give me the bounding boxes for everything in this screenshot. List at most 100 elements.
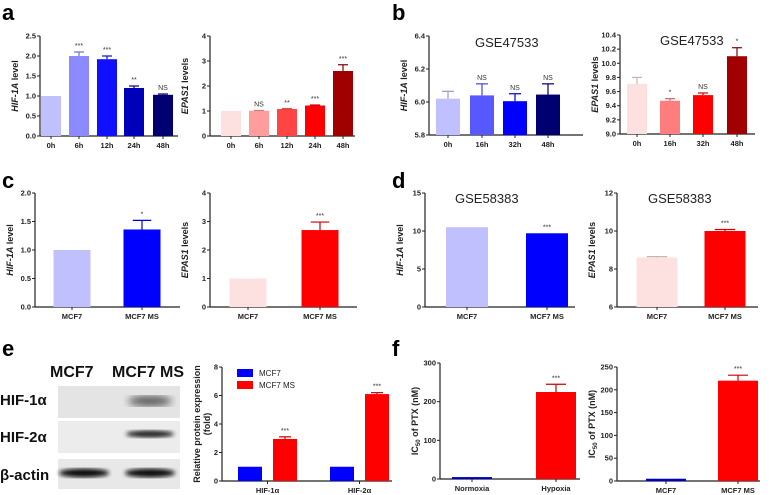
y-tick-label: 15 — [413, 189, 421, 198]
bar — [526, 233, 568, 307]
chart-d2: 6 8 10 12 EPAS1 levels GSE58383 MCF7 *** MCF7 MS — [587, 189, 758, 321]
bar — [718, 380, 758, 481]
significance-label: *** — [373, 384, 381, 391]
y-label-part: of PTX (nM) — [410, 387, 420, 440]
x-tick-label: 0h — [633, 139, 642, 148]
significance-label: *** — [339, 56, 347, 63]
x-tick-label: 32h — [697, 139, 710, 148]
chart-c1: 0.0 0.5 1.0 1.5 2.0 HIF-1A level MCF7 * MCF7 MS — [5, 189, 180, 321]
bar — [277, 109, 297, 136]
legend-label: MCF7 — [259, 369, 281, 378]
y-label-part: HIF-1A — [399, 82, 409, 111]
y-axis-label: HIF-1A level — [10, 60, 20, 112]
y-tick-label: 9.0 — [606, 130, 616, 139]
y-axis-label: EPAS1 levels — [180, 222, 190, 278]
y-axis-label: HIF-1A level — [5, 224, 15, 276]
x-tick-label: 48h — [731, 139, 744, 148]
y-label-part: level — [399, 60, 409, 83]
y-tick-label: 6 — [214, 391, 218, 400]
x-tick-label: 16h — [476, 140, 489, 149]
chart-title: GSE47533 — [660, 33, 724, 48]
bar — [660, 100, 680, 134]
y-tick-label: 100 — [423, 436, 436, 445]
chart-title: GSE58383 — [455, 191, 519, 206]
y-axis-label: IC50 of PTX (nM) — [410, 387, 422, 455]
y-label-part: EPAS1 — [590, 84, 600, 113]
x-tick-label: 0h — [444, 140, 453, 149]
x-tick-label: 48h — [337, 141, 350, 150]
y-tick-label: 9.2 — [606, 115, 616, 124]
y-tick-label: 10 — [413, 227, 421, 236]
x-tick-label: MCF7 MS — [708, 312, 742, 321]
y-tick-label: 6.0 — [415, 98, 425, 107]
bar — [97, 59, 117, 137]
x-tick-label: 12h — [281, 141, 294, 150]
x-tick-label: Hypoxia — [541, 484, 571, 493]
significance-label: * — [141, 211, 144, 218]
chart-b1: 5.8 6.0 6.2 6.4 HIF-1A level GSE47533 0h NS 16h N… — [399, 32, 583, 149]
y-tick-label: 1.0 — [26, 92, 36, 101]
y-tick-label: 9.4 — [606, 101, 617, 110]
x-tick-label: 24h — [128, 141, 141, 150]
y-label-part: level — [5, 224, 15, 247]
bar — [536, 392, 576, 479]
bar — [123, 229, 161, 307]
y-label-part: Relative protein expression — [192, 365, 202, 483]
significance-label: ** — [284, 100, 290, 107]
legend-swatch — [237, 369, 253, 377]
x-tick-label: 48h — [542, 140, 555, 149]
x-tick-label: 0h — [47, 141, 56, 150]
y-axis-label: IC50 of PTX (nM) — [587, 390, 599, 458]
bar — [330, 466, 354, 481]
x-tick-label: HIF-1α — [256, 486, 280, 495]
x-tick-label: MCF7 MS — [303, 312, 337, 321]
bar — [452, 477, 492, 479]
blot-row-hif2a: HIF-2α — [0, 429, 48, 446]
y-tick-label: 0 — [214, 477, 218, 486]
western-blot: MCF7 MCF7 MS HIF-1α HIF-2α β-actin — [0, 364, 184, 489]
y-tick-label: 1.5 — [26, 72, 36, 81]
significance-label: NS — [698, 84, 708, 91]
y-tick-label: 200 — [423, 397, 436, 406]
bar — [238, 466, 262, 481]
bar — [333, 71, 353, 136]
y-tick-label: 6.4 — [415, 32, 426, 41]
y-label-part: 50 — [593, 442, 599, 449]
significance-label: *** — [103, 47, 111, 54]
y-tick-label: 2 — [214, 448, 218, 457]
chart-title: GSE58383 — [648, 191, 712, 206]
bar — [536, 94, 560, 135]
panel-letter-a: a — [2, 0, 15, 25]
blot-column-mcf7-ms: MCF7 MS — [112, 364, 184, 381]
chart-title: GSE47533 — [475, 35, 539, 50]
x-tick-label: 32h — [509, 140, 522, 149]
y-label-part: HIF-1A — [5, 247, 15, 276]
y-tick-label: 4 — [202, 189, 207, 198]
x-tick-label: 6h — [255, 141, 264, 150]
y-tick-label: 0.0 — [21, 303, 31, 312]
significance-label: NS — [477, 75, 487, 82]
blot-row-beta-actin: β-actin — [0, 467, 49, 484]
y-tick-label: 100 — [600, 431, 613, 440]
y-tick-label: 0 — [417, 303, 421, 312]
significance-label: *** — [721, 220, 729, 227]
bar — [693, 95, 713, 134]
y-label-part: of PTX (nM) — [587, 390, 597, 443]
y-tick-label: 2 — [202, 82, 206, 91]
y-tick-label: 2 — [202, 246, 206, 255]
y-tick-label: 4 — [202, 32, 207, 41]
x-tick-label: Normoxia — [455, 484, 490, 493]
y-tick-label: 10 — [605, 227, 613, 236]
y-tick-label: 9.6 — [606, 87, 616, 96]
bar — [69, 56, 89, 136]
y-axis-label-unit: (fold) — [202, 413, 212, 436]
chart-f1: 0 100 200 300 IC50 of PTX (nM) Normoxia *** Hyp… — [410, 359, 580, 493]
y-tick-label: 200 — [600, 385, 613, 394]
x-tick-label: MCF7 — [656, 486, 676, 495]
y-axis-label: HIF-1A level — [395, 224, 405, 276]
y-tick-label: 10.4 — [601, 31, 616, 40]
bar — [221, 111, 241, 136]
blot-band — [126, 430, 174, 438]
y-label-part: level — [10, 60, 20, 83]
